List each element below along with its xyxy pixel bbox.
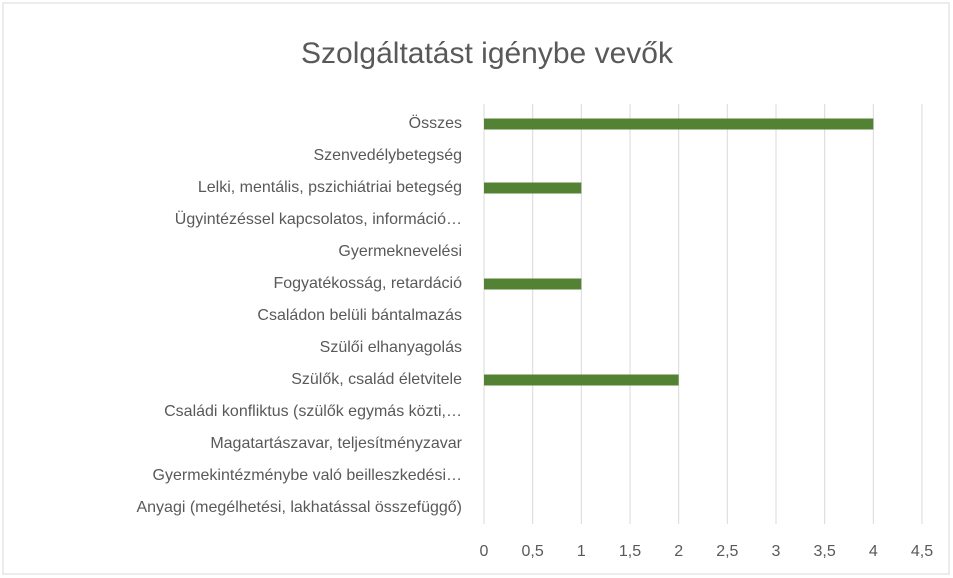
bar: [484, 118, 874, 130]
x-tick-label: 1,5: [619, 543, 641, 560]
x-tick-label: 2: [674, 543, 683, 560]
y-tick-label: Anyagi (megélhetési, lakhatással összefü…: [136, 499, 462, 516]
chart-title: Szolgáltatást igénybe vevők: [301, 37, 674, 70]
y-tick-label: Lelki, mentális, pszichiátriai betegség: [198, 179, 462, 196]
bar: [484, 182, 582, 194]
x-tick-label: 1: [577, 543, 586, 560]
x-tick-label: 4: [869, 543, 878, 560]
y-tick-label: Gyermekintézménybe való beilleszkedési…: [153, 467, 462, 484]
y-tick-label: Szülők, család életvitele: [291, 371, 462, 388]
x-tick-label: 0: [480, 543, 489, 560]
x-tick-label: 3: [772, 543, 781, 560]
y-tick-label: Családon belüli bántalmazás: [257, 307, 462, 324]
y-tick-label: Összes: [409, 114, 462, 132]
y-tick-label: Családi konfliktus (szülők egymás közti,…: [164, 403, 462, 420]
x-tick-label: 2,5: [716, 543, 738, 560]
y-tick-label: Szülői elhanyagolás: [320, 339, 462, 356]
x-tick-label: 3,5: [814, 543, 836, 560]
y-tick-label: Magatartászavar, teljesítményzavar: [210, 435, 462, 452]
y-tick-label: Szenvedélybetegség: [313, 147, 462, 164]
x-tick-label: 4,5: [911, 543, 933, 560]
bar: [484, 374, 679, 386]
x-tick-label: 0,5: [522, 543, 544, 560]
y-tick-label: Fogyatékosság, retardáció: [273, 275, 462, 292]
y-tick-label: Ügyintézéssel kapcsolatos, információ…: [175, 210, 462, 228]
y-tick-label: Gyermeknevelési: [338, 243, 462, 260]
bar: [484, 278, 582, 290]
